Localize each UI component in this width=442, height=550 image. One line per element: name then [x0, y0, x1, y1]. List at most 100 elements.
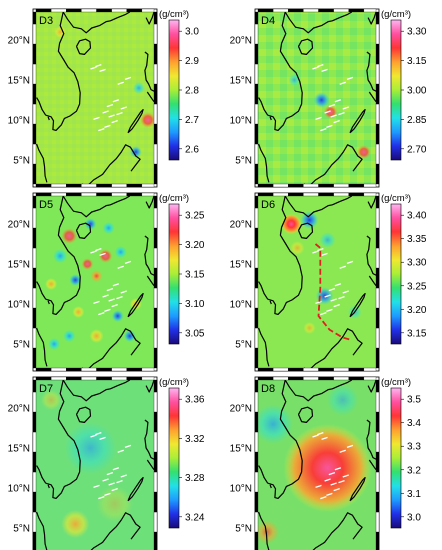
d3-coast-segment: [45, 11, 81, 131]
d6-island-mark: [328, 287, 336, 292]
d7-coastline: [36, 379, 155, 550]
d5-island-mark: [117, 265, 124, 269]
d5-anomaly-blob: [53, 249, 68, 263]
d8-panel-label: D8: [261, 383, 275, 395]
d7-anomaly-blob: [61, 510, 90, 538]
d7-island-mark: [120, 474, 127, 478]
d8-coast-segment: [367, 379, 377, 393]
d5-lat-tick-label: 10°N: [8, 300, 30, 311]
d8-island-mark: [320, 495, 327, 500]
d5-island-mark: [104, 308, 111, 313]
d5-island-mark: [108, 298, 115, 302]
d6-lat-tick-label: 15°N: [230, 260, 252, 271]
d6-colorbar-tick-label: 3.25: [407, 281, 427, 292]
d7-island-mark: [95, 431, 102, 436]
d5-lat-tick-label: 20°N: [8, 220, 30, 231]
d7-island-mark: [108, 482, 115, 486]
d6-coast-segment: [368, 275, 377, 286]
d8-anomaly-blob: [258, 520, 280, 544]
d8-colorbar-tick-label: 3.2: [407, 465, 421, 476]
d3-lat-tick-label: 15°N: [8, 76, 30, 87]
d5-island-mark: [111, 303, 118, 308]
d3-coast-segment: [62, 11, 131, 34]
d6-colorbar-tick-label: 3.30: [407, 258, 427, 269]
d8-coast-segment: [312, 512, 363, 550]
d5-coast-segment: [62, 195, 131, 218]
d8-anomaly-blob: [258, 404, 294, 444]
d7-coast-segment: [45, 379, 81, 499]
d4-lat-tick-label: 15°N: [230, 76, 252, 87]
d4-island-mark: [326, 124, 333, 129]
d8-lat-tick-label: 10°N: [230, 484, 252, 495]
d6-island-mark: [334, 283, 342, 287]
d3-coast-segment: [145, 11, 155, 25]
d7-colorbar-tick-label: 3.28: [185, 473, 205, 484]
d3-island-mark: [95, 63, 102, 68]
d7-coast-segment: [47, 484, 50, 489]
d6-lat-tick-label: 10°N: [230, 300, 252, 311]
d8-island-mark: [317, 431, 324, 436]
d8-colorbar-tick-label: 3.5: [407, 395, 421, 406]
d6-anomaly-blob: [281, 214, 302, 234]
d3-coast-segment: [36, 143, 48, 183]
d5-coast-segment: [145, 195, 155, 209]
d5-anomaly-blob: [72, 306, 85, 318]
d6-lat-tick-label: 5°N: [235, 340, 252, 351]
d4-colorbar-tick-label: 2.70: [407, 144, 427, 155]
d8-island-mark: [312, 434, 319, 438]
d8-lat-tick-label: 5°N: [235, 524, 252, 535]
d5-island-mark: [90, 250, 97, 254]
d7-coast-segment: [36, 465, 47, 484]
d6-coastline: [258, 195, 377, 371]
d3-coast-segment: [75, 38, 92, 56]
d5-island-marks: [90, 247, 132, 316]
d5-anomaly-blob: [90, 270, 103, 282]
d7-coast-segment: [90, 512, 141, 550]
d6-panel-label: D6: [261, 199, 275, 211]
d4-island-mark: [312, 66, 319, 70]
d7-lat-tick-label: 10°N: [8, 484, 30, 495]
d3-anomaly-blob: [132, 82, 145, 94]
d3-island-mark: [108, 114, 115, 118]
d6-coast-segment: [367, 195, 377, 209]
d3-colorbar-unit: (g/cm³): [159, 9, 189, 20]
d5-colorbar-tick-label: 3.15: [185, 270, 205, 281]
d5-lat-tick-label: 5°N: [13, 340, 30, 351]
d4-island-mark: [321, 68, 328, 73]
d4-coast-segment: [366, 51, 377, 92]
d5-colorbar-tick-label: 3.10: [185, 299, 205, 310]
d8-coastline: [258, 379, 377, 550]
d3-colorbar-tick-label: 2.9: [185, 56, 199, 67]
d5-coast-segment: [127, 293, 144, 318]
d8-island-mark: [315, 484, 322, 489]
d6-colorbar-tick-label: 3.20: [407, 305, 427, 316]
d6-island-mark: [324, 294, 331, 298]
d8-coast-segment: [368, 459, 377, 470]
d3-island-mark: [98, 127, 105, 132]
d5-colorbar-tick-label: 3.20: [185, 240, 205, 251]
d8-colorbar: [390, 387, 402, 529]
d5-anomaly-blob: [123, 330, 136, 342]
d4-island-mark: [333, 119, 340, 124]
d8-island-mark: [321, 436, 328, 441]
d5-anomaly-blob: [102, 222, 115, 234]
d4-island-mark: [342, 106, 349, 110]
d5-panel-label: D5: [39, 199, 53, 211]
d5-colorbar-tick-label: 3.25: [185, 211, 205, 222]
d6-coast-segment: [366, 235, 377, 276]
d8-island-mark: [324, 478, 331, 482]
d7-island-mark: [106, 471, 114, 476]
d3-island-marks: [90, 63, 132, 132]
d6-island-mark: [338, 295, 345, 300]
d8-density-field: [258, 380, 376, 550]
d5-island-mark: [116, 295, 123, 300]
d7-density-field: [36, 380, 154, 550]
d8-anomaly-blob: [283, 424, 372, 512]
d3-lat-tick-label: 10°N: [8, 116, 30, 127]
d3-texture: [36, 12, 154, 184]
d5-colorbar: [168, 203, 180, 345]
d7-island-mark: [111, 487, 118, 492]
d8-island-mark: [333, 487, 340, 492]
d3-island-mark: [124, 76, 132, 81]
d6-colorbar-tick-label: 3.40: [407, 211, 427, 222]
